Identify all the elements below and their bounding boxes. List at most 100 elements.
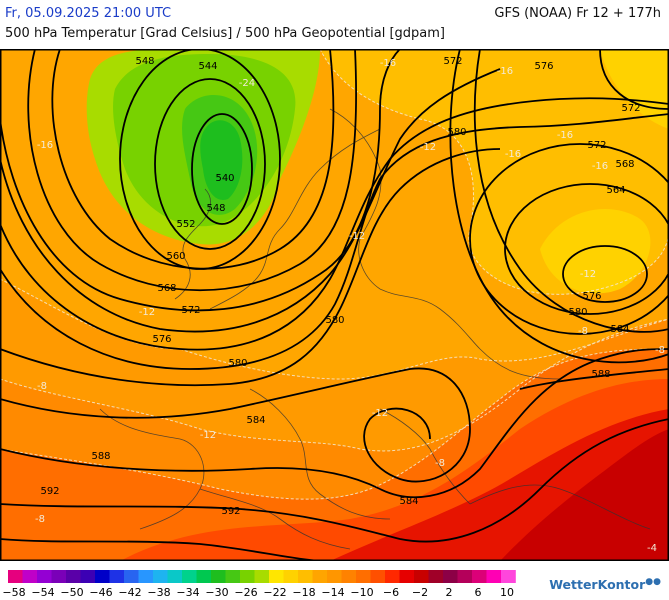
legend-swatch: [501, 570, 516, 583]
temperature-fill-minus26: [200, 120, 243, 200]
geo-label: 576: [152, 334, 171, 345]
legend-swatches: [8, 570, 516, 583]
legend-swatch: [80, 570, 96, 583]
temp-label: -12: [580, 269, 596, 280]
legend-swatch: [225, 570, 241, 583]
temp-label: -16: [380, 58, 396, 69]
geo-label: 584: [399, 496, 418, 507]
geo-label: 572: [443, 56, 462, 67]
temp-label: -8: [435, 458, 445, 469]
logo-text: WetterKontor: [549, 577, 646, 593]
legend-label: −6: [383, 586, 399, 599]
legend-swatch: [341, 570, 357, 583]
legend-swatch: [414, 570, 429, 583]
temp-label: -12: [200, 430, 216, 441]
legend-label: −18: [292, 586, 315, 599]
legend-label: −10: [350, 586, 373, 599]
map-parameter-description: 500 hPa Temperatur [Grad Celsius] / 500 …: [5, 26, 446, 41]
geo-label: 560: [166, 251, 185, 262]
legend-swatch: [283, 570, 299, 583]
temp-label: -8: [37, 381, 47, 392]
legend-label: 2: [446, 586, 453, 599]
geo-label: 568: [615, 159, 634, 170]
legend-label: −22: [263, 586, 286, 599]
legend-swatch: [472, 570, 487, 583]
geo-label: 576: [534, 61, 553, 72]
temperature-fill-cold-east: [540, 209, 651, 294]
legend-swatch: [240, 570, 255, 583]
legend-swatch: [312, 570, 328, 583]
legend-label: 6: [475, 586, 482, 599]
geopotential-contours: [0, 49, 669, 561]
legend-label: −46: [89, 586, 112, 599]
legend-swatch: [182, 570, 197, 583]
legend-label: −58: [2, 586, 25, 599]
geo-label: 580: [228, 358, 247, 369]
geo-label: 592: [221, 506, 240, 517]
temp-label: -4: [647, 543, 657, 554]
legend-label: 10: [500, 586, 514, 599]
geo-label: 540: [215, 173, 234, 184]
geo-label: 584: [246, 415, 265, 426]
temp-label: -16: [557, 130, 573, 141]
legend-swatch: [356, 570, 371, 583]
temperature-fill-band-minus2: [500, 429, 669, 561]
geo-label: 548: [206, 203, 225, 214]
geo-label: 580: [325, 315, 344, 326]
legend-swatch: [167, 570, 183, 583]
wetterkontor-logo: WetterKontor●●: [549, 577, 661, 593]
geo-label: 572: [181, 305, 200, 316]
geopotential-labels: 548 544 540 548 552 560 568 572 576 580 …: [40, 56, 640, 517]
geo-label: 572: [621, 103, 640, 114]
geo-label: 548: [135, 56, 154, 67]
legend-label: −26: [234, 586, 257, 599]
geo-label: 592: [40, 486, 59, 497]
temp-label: -12: [139, 307, 155, 318]
temp-label: -16: [592, 161, 608, 172]
legend-swatch: [486, 570, 502, 583]
legend-swatch: [124, 570, 139, 583]
legend-label: −2: [412, 586, 428, 599]
legend-swatch: [399, 570, 415, 583]
temp-label: -8: [655, 345, 665, 356]
legend-swatch: [22, 570, 38, 583]
legend-label: −30: [205, 586, 228, 599]
geo-label: 572: [587, 140, 606, 151]
geo-label: 544: [198, 61, 217, 72]
geo-label: 580: [568, 307, 587, 318]
temperature-labels: -24 -16 -16 -12 -12 -12 -16 -16 -12 -12 …: [35, 58, 665, 554]
temp-label: -24: [239, 78, 255, 89]
legend-swatch: [95, 570, 110, 583]
legend-label: −14: [321, 586, 344, 599]
temperature-fill-band-minus16: [600, 49, 669, 129]
geo-label: 588: [591, 369, 610, 380]
legend-swatch: [457, 570, 473, 583]
temp-label: -12: [420, 142, 436, 153]
legend-swatch: [8, 570, 23, 583]
legend-swatch: [211, 570, 226, 583]
legend-swatch: [428, 570, 444, 583]
legend-swatch: [298, 570, 313, 583]
legend-swatch: [254, 570, 270, 583]
legend-swatch: [138, 570, 154, 583]
legend-swatch: [196, 570, 212, 583]
legend-swatch: [327, 570, 342, 583]
legend-swatch: [370, 570, 386, 583]
legend-labels: −58 −54 −50 −46 −42 −38 −34 −30 −26 −22 −18 −14 −10−…: [2, 586, 514, 599]
temp-label: -16: [37, 140, 53, 151]
geo-label: 580: [447, 127, 466, 138]
legend-swatch: [66, 570, 81, 583]
legend-swatch: [109, 570, 125, 583]
geo-label: 588: [91, 451, 110, 462]
temp-label: -8: [35, 514, 45, 525]
temp-label: -12: [349, 231, 365, 242]
weather-map: 548 544 540 548 552 560 568 572 576 580 …: [0, 49, 669, 561]
legend-label: −42: [118, 586, 141, 599]
legend-swatch: [269, 570, 284, 583]
temperature-color-legend: −58 −54 −50 −46 −42 −38 −34 −30 −26 −22 −18 −14 −10−…: [2, 570, 516, 599]
legend-swatch: [385, 570, 400, 583]
temp-label: -16: [497, 66, 513, 77]
geo-label: 576: [582, 291, 601, 302]
temp-label: -8: [578, 326, 588, 337]
legend-swatch: [153, 570, 168, 583]
